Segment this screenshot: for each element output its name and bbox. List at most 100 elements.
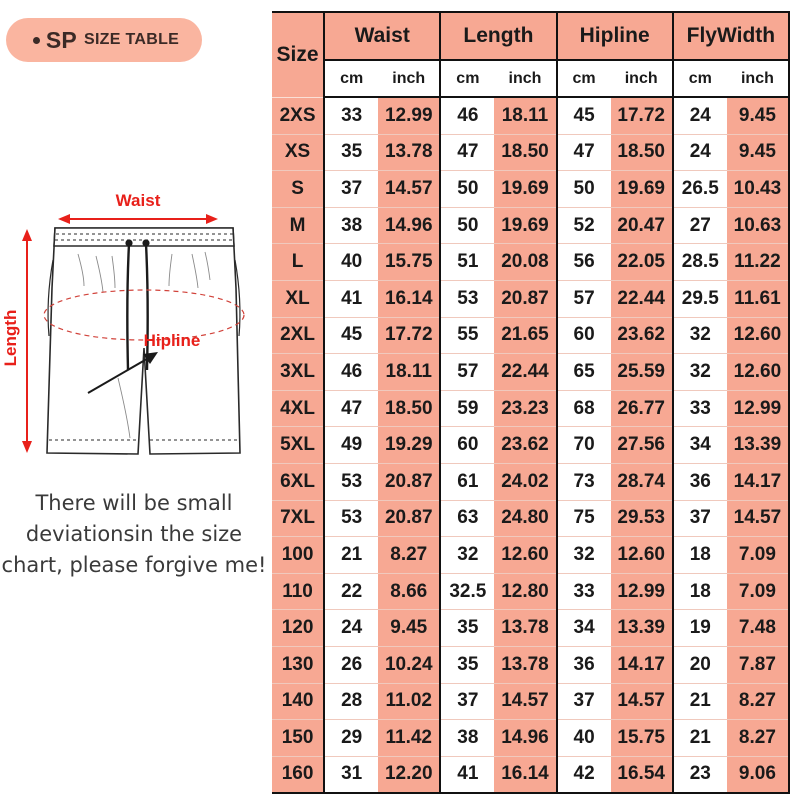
cell-hip-cm: 40 — [556, 719, 611, 757]
note-line-1: There will be small — [35, 491, 233, 515]
cell-fly-cm: 28.5 — [672, 243, 727, 281]
cell-hip-in: 22.44 — [610, 279, 674, 318]
cell-length-cm: 35 — [440, 609, 495, 647]
cell-fly-in: 12.60 — [726, 353, 791, 391]
table-row: 2XL 45 17.72 55 21.65 60 23.62 32 12.60 — [272, 316, 791, 355]
size-table: Size Waist Length Hipline FlyWidth cm in… — [272, 11, 791, 794]
cell-hip-in: 17.72 — [610, 96, 674, 135]
cell-fly-cm: 36 — [672, 462, 727, 501]
cell-hip-cm: 65 — [556, 353, 611, 391]
cell-hip-in: 19.69 — [610, 170, 674, 208]
cell-waist-in: 13.78 — [378, 133, 442, 172]
cell-waist-cm: 53 — [324, 462, 379, 501]
table-row: 5XL 49 19.29 60 23.62 70 27.56 34 13.39 — [272, 426, 791, 464]
cell-waist-cm: 45 — [324, 316, 379, 355]
cell-fly-cm: 24 — [672, 96, 727, 135]
cell-waist-in: 11.02 — [378, 682, 442, 721]
cell-waist-in: 14.57 — [378, 170, 442, 208]
cell-fly-cm: 21 — [672, 719, 727, 757]
cell-fly-cm: 23 — [672, 755, 727, 794]
cell-length-cm: 55 — [440, 316, 495, 355]
cell-hip-cm: 70 — [556, 426, 611, 464]
cell-waist-in: 12.99 — [378, 96, 442, 135]
cell-size: 110 — [272, 572, 326, 611]
table-row: 3XL 46 18.11 57 22.44 65 25.59 32 12.60 — [272, 353, 791, 391]
cell-fly-in: 7.87 — [726, 645, 791, 684]
cell-length-cm: 60 — [440, 426, 495, 464]
cell-length-in: 24.80 — [494, 499, 558, 538]
cell-length-cm: 57 — [440, 353, 495, 391]
cell-fly-cm: 19 — [672, 609, 727, 647]
cell-size: L — [272, 243, 326, 281]
cell-length-cm: 61 — [440, 462, 495, 501]
cell-length-in: 14.96 — [494, 719, 558, 757]
cell-hip-cm: 34 — [556, 609, 611, 647]
cell-hip-cm: 33 — [556, 572, 611, 611]
cell-fly-in: 11.22 — [726, 243, 791, 281]
cell-fly-in: 13.39 — [726, 426, 791, 464]
col-header-size: Size — [272, 11, 326, 98]
cell-length-in: 18.11 — [494, 96, 558, 135]
cell-hip-in: 18.50 — [610, 133, 674, 172]
cell-hip-in: 23.62 — [610, 316, 674, 355]
table-row: L 40 15.75 51 20.08 56 22.05 28.5 11.22 — [272, 243, 791, 281]
table-row: 120 24 9.45 35 13.78 34 13.39 19 7.48 — [272, 609, 791, 647]
cell-size: 6XL — [272, 462, 326, 501]
cell-length-cm: 47 — [440, 133, 495, 172]
table-row: M 38 14.96 50 19.69 52 20.47 27 10.63 — [272, 206, 791, 245]
group-header-row: Size Waist Length Hipline FlyWidth — [272, 11, 791, 98]
size-deviation-note: There will be small deviationsin the siz… — [0, 488, 268, 581]
cell-size: 160 — [272, 755, 326, 794]
table-row: 130 26 10.24 35 13.78 36 14.17 20 7.87 — [272, 645, 791, 684]
cell-hip-cm: 50 — [556, 170, 611, 208]
cell-length-cm: 59 — [440, 389, 495, 428]
cell-waist-in: 20.87 — [378, 462, 442, 501]
cell-fly-in: 7.09 — [726, 572, 791, 611]
cell-length-in: 23.23 — [494, 389, 558, 428]
col-header-flywidth: FlyWidth — [672, 11, 791, 61]
cell-waist-in: 14.96 — [378, 206, 442, 245]
cell-hip-cm: 56 — [556, 243, 611, 281]
cell-waist-cm: 33 — [324, 96, 379, 135]
cell-size: 4XL — [272, 389, 326, 428]
cell-fly-in: 8.27 — [726, 682, 791, 721]
table-row: 140 28 11.02 37 14.57 37 14.57 21 8.27 — [272, 682, 791, 721]
cell-hip-cm: 37 — [556, 682, 611, 721]
cell-fly-cm: 34 — [672, 426, 727, 464]
cell-fly-in: 8.27 — [726, 719, 791, 757]
cell-size: M — [272, 206, 326, 245]
cell-fly-cm: 27 — [672, 206, 727, 245]
cell-waist-cm: 24 — [324, 609, 379, 647]
cell-length-in: 13.78 — [494, 609, 558, 647]
cell-hip-in: 27.56 — [610, 426, 674, 464]
cell-waist-cm: 40 — [324, 243, 379, 281]
cell-size: 2XS — [272, 96, 326, 135]
cell-size: 100 — [272, 536, 326, 574]
cell-length-cm: 37 — [440, 682, 495, 721]
cell-waist-in: 15.75 — [378, 243, 442, 281]
cell-size: S — [272, 170, 326, 208]
side-pocket-seams — [47, 259, 241, 337]
cell-length-cm: 50 — [440, 170, 495, 208]
fabric-fold-lines — [77, 251, 211, 439]
cell-waist-cm: 28 — [324, 682, 379, 721]
cell-fly-in: 9.06 — [726, 755, 791, 794]
cell-fly-in: 12.60 — [726, 316, 791, 355]
cell-length-in: 12.60 — [494, 536, 558, 574]
unit-header-length-inch: inch — [494, 59, 558, 98]
cell-fly-cm: 33 — [672, 389, 727, 428]
cell-waist-in: 8.66 — [378, 572, 442, 611]
unit-header-hipline-cm: cm — [556, 59, 611, 98]
cell-fly-in: 14.17 — [726, 462, 791, 501]
cell-fly-in: 9.45 — [726, 96, 791, 135]
cell-fly-in: 7.09 — [726, 536, 791, 574]
unit-header-length-cm: cm — [440, 59, 495, 98]
cell-length-in: 12.80 — [494, 572, 558, 611]
unit-header-flywidth-cm: cm — [672, 59, 727, 98]
cell-waist-cm: 41 — [324, 279, 379, 318]
cell-waist-in: 16.14 — [378, 279, 442, 318]
cell-waist-cm: 47 — [324, 389, 379, 428]
cell-waist-cm: 46 — [324, 353, 379, 391]
table-row: 2XS 33 12.99 46 18.11 45 17.72 24 9.45 — [272, 96, 791, 135]
unit-header-hipline-inch: inch — [610, 59, 674, 98]
